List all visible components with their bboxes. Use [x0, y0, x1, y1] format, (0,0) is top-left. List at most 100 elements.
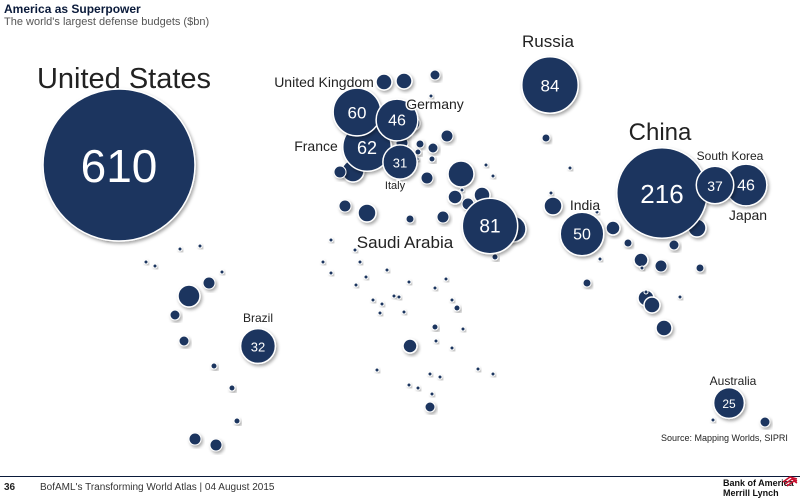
- minor-country-bubble: [427, 142, 439, 154]
- minor-country-bubble: [338, 199, 352, 213]
- minor-country-bubble: [449, 345, 455, 351]
- minor-country-bubble: [375, 73, 393, 91]
- country-label-south-korea: South Korea: [697, 149, 764, 163]
- bubble-value-united-states: 610: [81, 140, 158, 192]
- minor-country-bubble: [429, 69, 441, 81]
- minor-country-bubble: [177, 284, 201, 308]
- minor-country-bubble: [401, 309, 407, 315]
- bubble-saudi-arabia: [461, 197, 519, 255]
- flag-logo-icon: [782, 476, 798, 487]
- minor-country-bubble: [396, 294, 402, 300]
- minor-country-bubble: [429, 391, 435, 397]
- minor-country-bubble: [219, 269, 225, 275]
- minor-country-bubble: [655, 319, 673, 337]
- minor-country-bubble: [370, 297, 376, 303]
- minor-country-bubble: [677, 294, 683, 300]
- minor-country-bubble: [491, 253, 499, 261]
- minor-country-bubble: [357, 203, 377, 223]
- bubble-united-states: [42, 88, 196, 242]
- minor-country-bubble: [357, 259, 363, 265]
- minor-country-bubble: [449, 297, 455, 303]
- minor-country-bubble: [548, 190, 554, 196]
- minor-country-bubble: [643, 296, 661, 314]
- bubble-value-japan: 46: [737, 178, 755, 195]
- minor-country-bubble: [353, 282, 359, 288]
- minor-country-bubble: [402, 338, 418, 354]
- minor-country-bubble: [428, 155, 436, 163]
- bubble-map: 610 216 84 81 62 60 50 46 46 37 32 31 25 United Stat…: [35, 31, 771, 452]
- minor-country-bubble: [643, 289, 649, 295]
- minor-country-bubble: [567, 165, 573, 171]
- minor-country-bubble: [178, 335, 190, 347]
- minor-country-bubble: [594, 209, 600, 215]
- bubble-value-australia: 25: [722, 397, 736, 411]
- bubble-value-china: 216: [640, 179, 683, 209]
- minor-country-bubble: [395, 72, 413, 90]
- minor-country-bubble: [597, 256, 603, 262]
- minor-country-bubble: [406, 382, 412, 388]
- country-label-saudi-arabia: Saudi Arabia: [357, 233, 454, 252]
- minor-country-bubble: [460, 326, 466, 332]
- minor-country-bubble: [443, 276, 449, 282]
- minor-country-bubble: [440, 129, 454, 143]
- minor-country-bubble: [759, 416, 771, 428]
- minor-country-bubble: [431, 323, 439, 331]
- bank-logo: Bank of America Merrill Lynch: [723, 478, 794, 498]
- minor-country-bubble: [695, 263, 705, 273]
- minor-country-bubble: [333, 165, 347, 179]
- country-label-united-states: United States: [37, 63, 211, 95]
- minor-country-bubble: [328, 270, 334, 276]
- minor-country-bubble: [202, 276, 216, 290]
- minor-country-bubble: [582, 278, 592, 288]
- bubble-value-brazil: 32: [251, 340, 265, 355]
- page-number: 36: [4, 482, 16, 493]
- minor-country-bubble: [379, 301, 385, 307]
- minor-country-bubble: [447, 189, 463, 205]
- minor-country-bubble: [328, 237, 334, 243]
- country-label-brazil: Brazil: [243, 311, 273, 325]
- bubble-russia: [521, 56, 579, 114]
- minor-country-bubble: [169, 309, 181, 321]
- minor-country-bubble: [152, 263, 158, 269]
- minor-country-bubble: [541, 133, 551, 143]
- minor-country-bubble: [490, 371, 496, 377]
- logo-line-1: Bank of America: [723, 478, 794, 488]
- minor-country-bubble: [639, 265, 645, 271]
- bubble-value-germany: 46: [388, 113, 406, 130]
- country-label-australia: Australia: [710, 374, 757, 388]
- country-label-japan: Japan: [729, 207, 767, 223]
- minor-country-bubble: [363, 274, 369, 280]
- slide-subtitle: The world's largest defense budgets ($bn…: [4, 16, 210, 28]
- minor-country-bubble: [374, 367, 380, 373]
- minor-country-bubble: [475, 366, 481, 372]
- minor-country-bubble: [143, 259, 149, 265]
- minor-country-bubble: [428, 93, 434, 99]
- minor-country-bubble: [432, 285, 438, 291]
- country-label-united-kingdom: United Kingdom: [274, 74, 374, 90]
- logo-line-2: Merrill Lynch: [723, 488, 779, 498]
- bubble-value-south-korea: 37: [707, 178, 723, 194]
- minor-country-bubble: [654, 259, 668, 273]
- minor-country-bubble: [436, 210, 450, 224]
- minor-country-bubble: [459, 187, 465, 193]
- bubble-value-united-kingdom: 60: [348, 104, 367, 123]
- minor-country-bubble: [177, 246, 183, 252]
- minor-country-bubble: [633, 252, 649, 268]
- minor-country-bubble: [377, 310, 383, 316]
- minor-country-bubble: [424, 401, 436, 413]
- bubble-germany: [375, 98, 419, 142]
- bubble-value-india: 50: [573, 227, 591, 244]
- minor-country-bubble: [447, 160, 475, 188]
- minor-country-bubble: [406, 279, 412, 285]
- minor-country-bubble: [210, 362, 218, 370]
- footer-text: BofAML's Transforming World Atlas | 04 A…: [40, 482, 275, 493]
- minor-country-bubble: [668, 239, 680, 251]
- bubble-south-korea: [695, 165, 735, 205]
- footer-divider: [0, 476, 800, 477]
- bubble-italy: [382, 144, 418, 180]
- minor-country-bubble: [710, 417, 716, 423]
- minor-country-bubble: [391, 293, 397, 299]
- minor-country-bubble: [405, 214, 415, 224]
- country-label-russia: Russia: [522, 32, 575, 51]
- country-label-india: India: [570, 197, 601, 213]
